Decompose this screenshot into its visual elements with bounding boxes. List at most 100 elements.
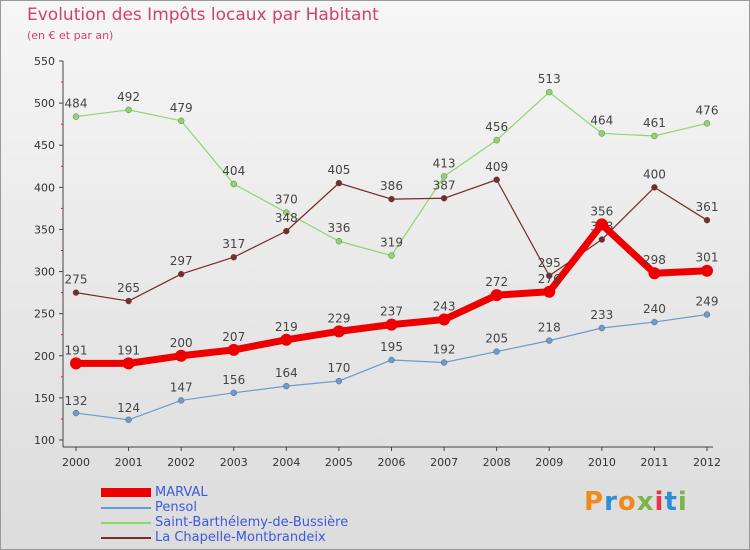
point-pensol-2002	[177, 397, 185, 404]
data-label-saint-barthelemy-de-bussiere-2009: 513	[538, 72, 561, 86]
data-label-saint-barthelemy-de-bussiere-2008: 456	[485, 120, 508, 134]
data-label-marval-2010: 356	[590, 204, 613, 218]
point-pensol-2011	[651, 318, 658, 326]
point-la-chapelle-montbrandeix-2003	[230, 254, 237, 261]
data-label-marval-2007: 243	[433, 300, 456, 314]
legend-swatch-saint-barthelemy	[101, 522, 151, 524]
data-label-saint-barthelemy-de-bussiere-2005: 336	[327, 221, 350, 235]
point-marval-2004	[280, 333, 293, 346]
point-marval-2000	[70, 357, 82, 370]
data-label-pensol-2012: 249	[696, 295, 719, 309]
x-tick-label-2010: 2010	[588, 456, 616, 469]
point-marval-2003	[227, 343, 240, 356]
data-label-marval-2001: 191	[117, 343, 140, 357]
point-pensol-2008	[493, 348, 500, 355]
data-label-la-chapelle-montbrandeix-2005: 405	[327, 163, 350, 177]
y-tick-label-550: 550	[34, 55, 55, 68]
point-pensol-2007	[440, 359, 448, 366]
point-la-chapelle-montbrandeix-2000	[72, 289, 80, 296]
point-marval-2012	[701, 264, 713, 277]
data-label-marval-2003: 207	[222, 330, 245, 344]
legend-swatch-la-chapelle	[101, 537, 151, 539]
point-la-chapelle-montbrandeix-2005	[335, 179, 343, 187]
y-tick-label-200: 200	[34, 350, 55, 363]
point-saint-barthelemy-de-bussiere-2007	[440, 173, 448, 180]
x-tick-label-2008: 2008	[483, 456, 511, 469]
point-pensol-2010	[598, 324, 606, 332]
data-label-marval-2008: 272	[485, 275, 508, 289]
data-label-pensol-2007: 192	[433, 343, 456, 357]
y-tick-label-300: 300	[34, 266, 55, 279]
point-la-chapelle-montbrandeix-2009	[546, 272, 553, 279]
data-label-pensol-2000: 132	[65, 394, 88, 408]
data-label-la-chapelle-montbrandeix-2006: 386	[380, 179, 403, 193]
legend-label-pensol: Pensol	[155, 500, 197, 515]
point-saint-barthelemy-de-bussiere-2010	[598, 130, 606, 137]
point-marval-2002	[175, 349, 188, 362]
data-label-saint-barthelemy-de-bussiere-2007: 413	[433, 156, 456, 170]
data-label-saint-barthelemy-de-bussiere-2001: 492	[117, 90, 140, 104]
data-label-la-chapelle-montbrandeix-2002: 297	[170, 254, 193, 268]
data-label-marval-2004: 219	[275, 320, 298, 334]
logo-letter: P	[584, 487, 605, 517]
data-label-pensol-2010: 233	[590, 308, 613, 322]
point-pensol-2005	[335, 377, 343, 385]
y-tick-label-100: 100	[34, 434, 55, 447]
data-label-marval-2006: 237	[380, 305, 403, 319]
data-label-pensol-2001: 124	[117, 401, 140, 415]
point-saint-barthelemy-de-bussiere-2003	[230, 180, 237, 188]
data-label-pensol-2011: 240	[643, 302, 666, 316]
point-saint-barthelemy-de-bussiere-2012	[703, 120, 711, 127]
chart-subtitle: (en € et par an)	[27, 29, 114, 42]
logo-letter: t	[664, 487, 678, 517]
point-marval-2005	[332, 325, 345, 338]
point-marval-2011	[648, 267, 661, 280]
y-tick-label-400: 400	[34, 181, 55, 194]
point-saint-barthelemy-de-bussiere-2004	[283, 209, 290, 216]
x-tick-label-2002: 2002	[167, 456, 195, 469]
point-pensol-2000	[72, 409, 80, 417]
y-tick-label-350: 350	[34, 223, 55, 236]
point-la-chapelle-montbrandeix-2010	[598, 236, 606, 243]
point-saint-barthelemy-de-bussiere-2006	[388, 252, 395, 259]
data-label-la-chapelle-montbrandeix-2008: 409	[485, 160, 508, 174]
proxiti-logo: Proxiti	[584, 487, 688, 517]
point-la-chapelle-montbrandeix-2001	[125, 297, 132, 305]
data-label-saint-barthelemy-de-bussiere-2004: 370	[275, 193, 298, 207]
data-label-pensol-2004: 164	[275, 366, 298, 380]
data-label-la-chapelle-montbrandeix-2009: 295	[538, 256, 561, 270]
x-tick-label-2011: 2011	[640, 456, 668, 469]
data-label-pensol-2003: 156	[222, 373, 245, 387]
point-pensol-2004	[283, 382, 290, 390]
point-marval-2010	[595, 218, 608, 231]
legend-swatch-pensol	[101, 507, 151, 509]
data-label-marval-2012: 301	[696, 251, 719, 265]
logo-letter: o	[617, 487, 637, 517]
data-label-saint-barthelemy-de-bussiere-2003: 404	[222, 164, 245, 178]
x-tick-label-2000: 2000	[62, 456, 90, 469]
data-label-marval-2009: 276	[538, 272, 561, 286]
data-label-pensol-2009: 218	[538, 321, 561, 335]
logo-letter: i	[677, 487, 688, 517]
data-label-saint-barthelemy-de-bussiere-2006: 319	[380, 236, 403, 250]
point-saint-barthelemy-de-bussiere-2008	[493, 136, 500, 144]
x-tick-label-2012: 2012	[693, 456, 721, 469]
y-tick-label-250: 250	[34, 308, 55, 321]
point-marval-2007	[438, 313, 451, 326]
data-label-pensol-2002: 147	[170, 380, 193, 394]
data-label-marval-2011: 298	[643, 253, 666, 267]
point-pensol-2001	[125, 416, 132, 423]
y-tick-label-500: 500	[34, 97, 55, 110]
point-pensol-2003	[230, 389, 237, 397]
data-label-la-chapelle-montbrandeix-2000: 275	[65, 273, 88, 287]
x-tick-label-2005: 2005	[325, 456, 353, 469]
legend-label-la-chapelle: La Chapelle-Montbrandeix	[155, 530, 326, 545]
logo-letter: r	[604, 487, 618, 517]
point-saint-barthelemy-de-bussiere-2001	[125, 106, 132, 114]
logo-letter: x	[636, 487, 655, 517]
point-la-chapelle-montbrandeix-2002	[177, 270, 185, 278]
x-tick-label-2004: 2004	[272, 456, 300, 469]
point-saint-barthelemy-de-bussiere-2011	[651, 132, 658, 140]
